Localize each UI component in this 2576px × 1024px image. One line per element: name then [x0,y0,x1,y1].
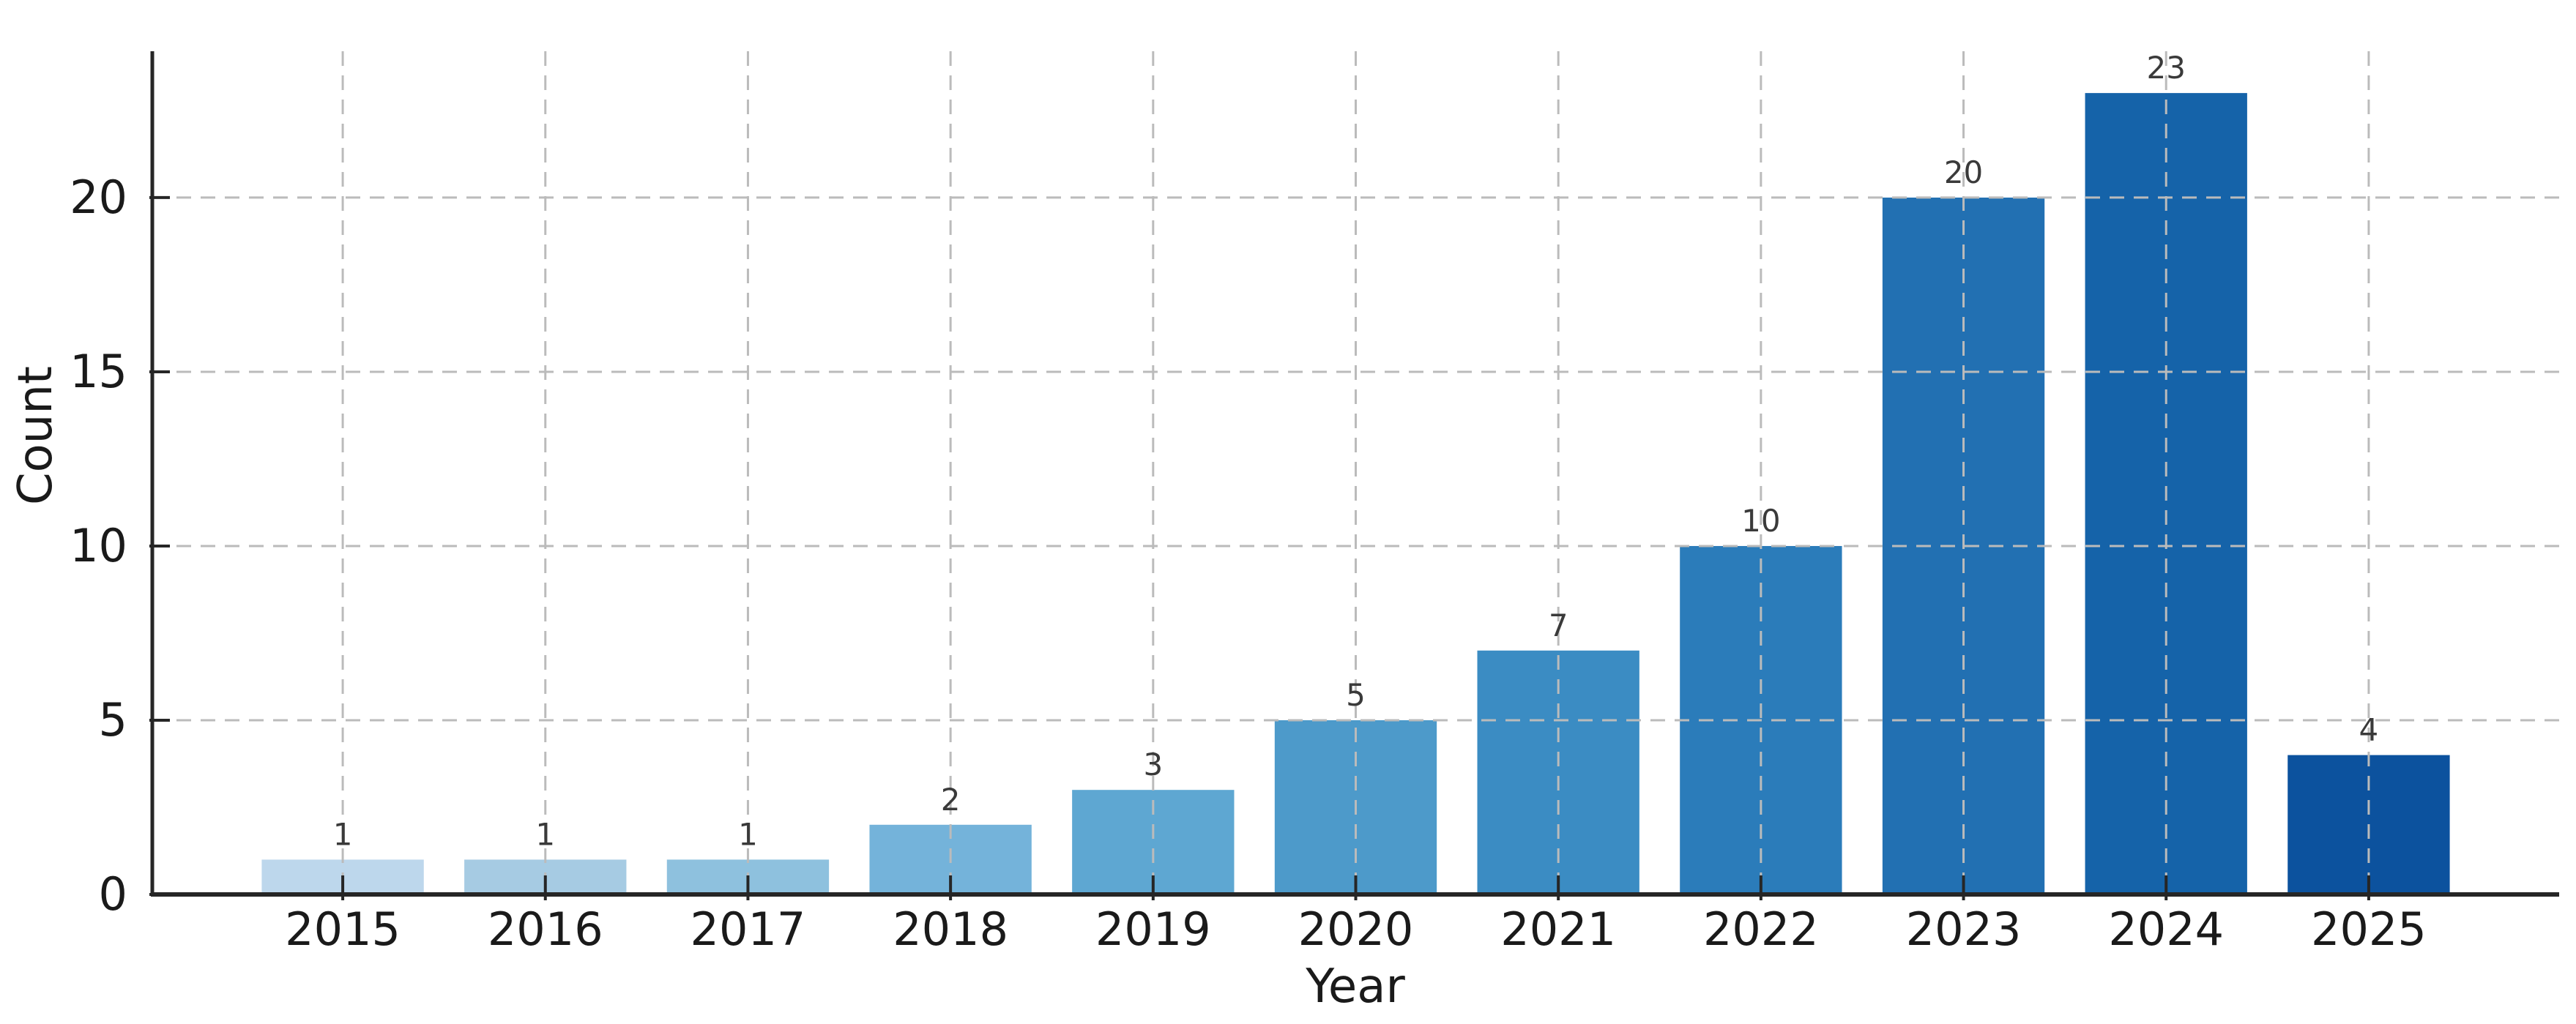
x-tick-label-2016: 2016 [488,902,603,956]
x-tick-label-2017: 2017 [690,902,806,956]
bar-value-label-2022: 10 [1741,503,1780,539]
y-tick-label-10: 10 [70,519,127,572]
x-tick-label-2023: 2023 [1906,902,2022,956]
x-tick-label-2020: 2020 [1298,902,1414,956]
x-axis-title: Year [1306,960,1405,1014]
bar-value-label-2020: 5 [1346,677,1366,713]
x-tick-label-2022: 2022 [1703,902,1819,956]
bar-value-label-2024: 23 [2147,50,2186,86]
x-tick-label-2019: 2019 [1095,902,1211,956]
bar-value-label-2017: 1 [738,816,758,852]
bar-value-label-2019: 3 [1143,747,1163,782]
y-tick-label-20: 20 [70,171,127,224]
bar-value-label-2016: 1 [535,816,555,852]
y-tick-label-15: 15 [70,345,127,398]
y-axis-title: Count [9,365,63,506]
bar-value-label-2018: 2 [941,782,961,818]
y-tick-label-5: 5 [99,693,127,747]
x-tick-label-2015: 2015 [285,902,401,956]
bar-value-label-2025: 4 [2359,712,2379,748]
bar-value-label-2021: 7 [1549,608,1568,643]
x-tick-label-2018: 2018 [893,902,1008,956]
y-tick-label-0: 0 [99,867,127,921]
x-tick-label-2021: 2021 [1500,902,1616,956]
x-tick-label-2025: 2025 [2311,902,2427,956]
x-tick-label-2024: 2024 [2108,902,2224,956]
bar-value-label-2023: 20 [1944,154,1983,190]
bar-value-label-2015: 1 [333,816,353,852]
